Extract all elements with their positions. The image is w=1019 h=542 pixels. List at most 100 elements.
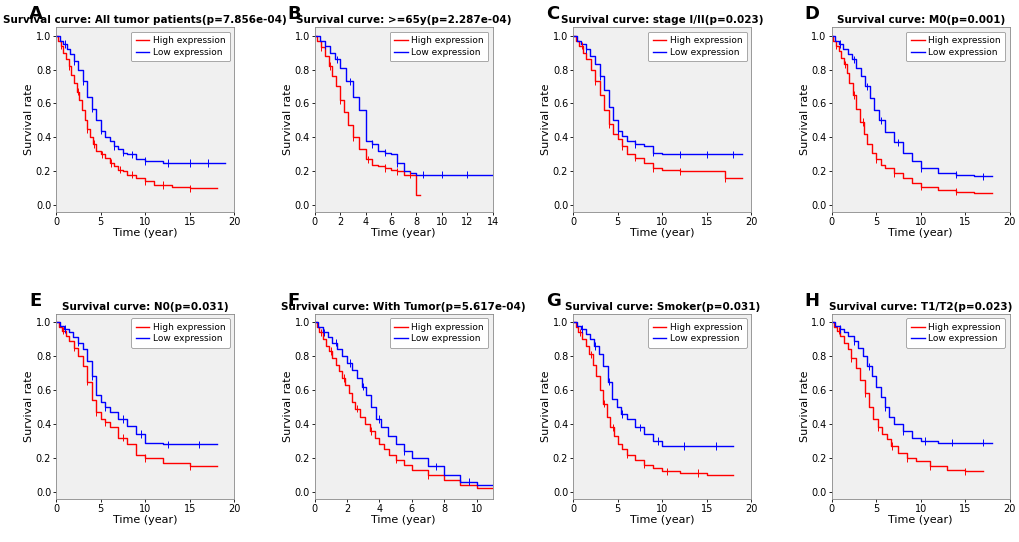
- Low expression: [583, 53, 595, 59]
- High expression: [576, 336, 588, 343]
- Low expression: [736, 151, 748, 158]
- Low expression: [570, 37, 582, 44]
- High expression: [308, 319, 320, 325]
- High expression: [827, 324, 840, 331]
- High expression: [406, 467, 418, 473]
- High expression: [414, 192, 426, 198]
- Low expression: [638, 431, 650, 437]
- High expression: [84, 134, 96, 140]
- Low expression: [335, 353, 347, 359]
- Low expression: [655, 151, 667, 158]
- Low expression: [174, 159, 186, 166]
- High expression: [611, 136, 624, 143]
- High expression: [853, 119, 865, 125]
- High expression: [875, 431, 888, 437]
- High expression: [853, 377, 865, 383]
- Low expression: [353, 107, 365, 113]
- High expression: [567, 319, 579, 325]
- Low expression: [58, 326, 70, 332]
- Low expression: [869, 383, 881, 390]
- Low expression: [832, 41, 844, 47]
- Low expression: [435, 171, 447, 178]
- High expression: [75, 107, 88, 113]
- Low expression: [629, 424, 641, 431]
- Low expression: [139, 440, 151, 446]
- High expression: [335, 375, 347, 382]
- High expression: [620, 151, 632, 158]
- Low expression: [579, 331, 591, 337]
- Legend: High expression, Low expression: High expression, Low expression: [130, 31, 229, 61]
- X-axis label: Time (year): Time (year): [888, 515, 952, 525]
- High expression: [391, 168, 404, 175]
- Low expression: [53, 37, 65, 44]
- High expression: [604, 424, 616, 431]
- Line: High expression: High expression: [56, 322, 216, 467]
- High expression: [717, 175, 730, 182]
- Low expression: [610, 404, 623, 410]
- Legend: High expression, Low expression: High expression, Low expression: [130, 318, 229, 348]
- Low expression: [323, 49, 335, 56]
- High expression: [139, 455, 151, 461]
- Text: H: H: [804, 292, 819, 309]
- High expression: [130, 175, 143, 182]
- High expression: [597, 107, 609, 113]
- Low expression: [108, 143, 120, 149]
- Low expression: [567, 319, 579, 325]
- High expression: [326, 354, 338, 361]
- X-axis label: Time (year): Time (year): [630, 228, 694, 238]
- Low expression: [567, 33, 579, 39]
- Low expression: [340, 78, 353, 85]
- Text: F: F: [287, 292, 300, 309]
- Low expression: [655, 443, 667, 449]
- Low expression: [359, 138, 371, 144]
- High expression: [315, 44, 327, 51]
- Low expression: [321, 334, 333, 341]
- High expression: [333, 97, 345, 104]
- Low expression: [365, 404, 377, 410]
- High expression: [892, 449, 904, 456]
- Low expression: [328, 56, 340, 62]
- High expression: [56, 327, 68, 334]
- Low expression: [391, 159, 404, 166]
- Low expression: [72, 339, 85, 346]
- High expression: [586, 362, 598, 368]
- High expression: [72, 353, 85, 359]
- Low expression: [967, 173, 979, 179]
- Low expression: [86, 373, 98, 380]
- Low expression: [887, 421, 899, 427]
- High expression: [342, 390, 355, 397]
- Y-axis label: Survival rate: Survival rate: [541, 370, 551, 442]
- Low expression: [50, 33, 62, 39]
- High expression: [858, 390, 870, 397]
- High expression: [326, 73, 338, 80]
- Low expression: [858, 83, 870, 90]
- Low expression: [67, 58, 79, 64]
- Low expression: [157, 441, 169, 448]
- High expression: [378, 165, 390, 171]
- High expression: [73, 97, 86, 104]
- Low expression: [931, 440, 944, 446]
- High expression: [337, 109, 350, 115]
- High expression: [824, 319, 837, 325]
- Low expression: [372, 147, 384, 154]
- Low expression: [121, 151, 133, 158]
- High expression: [82, 126, 94, 132]
- High expression: [593, 387, 605, 393]
- Low expression: [878, 404, 891, 410]
- Low expression: [67, 334, 79, 341]
- High expression: [860, 141, 872, 147]
- High expression: [67, 344, 79, 351]
- High expression: [646, 165, 658, 171]
- High expression: [736, 175, 748, 182]
- Y-axis label: Survival rate: Survival rate: [282, 370, 292, 442]
- X-axis label: Time (year): Time (year): [371, 228, 435, 238]
- High expression: [359, 156, 371, 163]
- High expression: [600, 414, 612, 421]
- High expression: [579, 343, 591, 349]
- High expression: [373, 441, 385, 448]
- High expression: [57, 49, 69, 56]
- High expression: [602, 120, 614, 127]
- Low expression: [896, 150, 908, 156]
- Low expression: [422, 463, 434, 470]
- High expression: [78, 117, 91, 124]
